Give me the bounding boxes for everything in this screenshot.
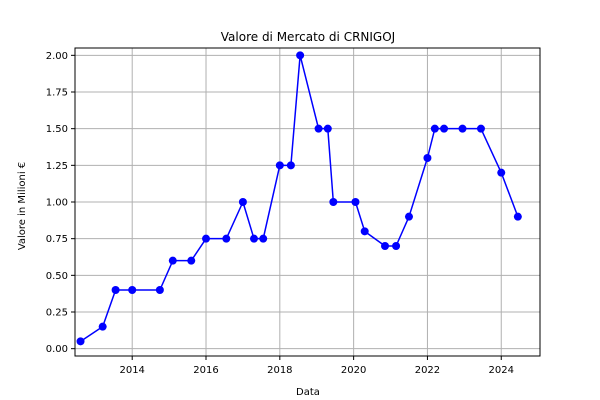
data-point — [275, 161, 284, 170]
y-tick-label: 1.75 — [46, 88, 68, 99]
data-point — [351, 198, 360, 206]
series-line-layer — [80, 54, 519, 342]
y-tick-label: 0.50 — [46, 271, 68, 282]
data-point — [259, 234, 268, 243]
data-point — [430, 124, 439, 133]
data-point — [497, 168, 506, 177]
data-point — [238, 198, 247, 206]
data-point — [76, 337, 85, 346]
x-axis-label: Data — [296, 387, 320, 398]
y-tick-label: 1.25 — [46, 161, 68, 172]
y-tick-label: 0.00 — [46, 344, 68, 355]
data-point — [155, 286, 164, 294]
data-point — [222, 234, 231, 243]
data-point — [440, 124, 449, 133]
data-point — [360, 227, 369, 236]
data-point — [381, 242, 389, 250]
y-axis-label: Valore in Milioni € — [17, 162, 28, 250]
data-point — [458, 124, 467, 133]
data-point — [249, 234, 258, 243]
y-tick-label: 1.00 — [46, 198, 68, 209]
chart-title: Valore di Mercato di CRNIGOJ — [221, 30, 395, 44]
data-point — [476, 124, 485, 133]
data-points — [76, 51, 522, 346]
data-point — [168, 256, 177, 265]
x-axis-ticks: 2014 2016 2018 2020 2022 2024 — [119, 356, 514, 376]
data-point — [111, 286, 120, 294]
data-point — [314, 124, 323, 133]
y-tick-label: 0.75 — [46, 234, 68, 245]
data-point — [98, 322, 107, 331]
data-point — [392, 242, 401, 250]
x-tick-label: 2016 — [193, 365, 218, 376]
data-point — [286, 161, 295, 170]
data-point — [323, 124, 332, 133]
data-point — [423, 154, 432, 162]
x-tick-label: 2022 — [415, 365, 440, 376]
x-tick-label: 2024 — [489, 365, 514, 376]
data-point — [296, 51, 305, 60]
x-tick-label: 2018 — [267, 365, 292, 376]
y-tick-label: 2.00 — [46, 51, 68, 62]
series-line — [80, 54, 519, 342]
data-point — [329, 198, 338, 206]
data-point — [187, 256, 196, 265]
x-tick-label: 2014 — [119, 365, 144, 376]
y-tick-label: 1.50 — [46, 124, 68, 135]
data-point — [202, 234, 211, 243]
grid — [75, 48, 540, 356]
data-point — [128, 286, 137, 294]
y-tick-label: 0.25 — [46, 308, 68, 319]
x-tick-label: 2020 — [341, 365, 366, 376]
data-point — [513, 212, 522, 221]
y-axis-ticks: 0.00 0.25 0.50 0.75 1.00 1.25 1.50 1.75 2.00 — [46, 51, 75, 355]
data-point — [404, 212, 413, 221]
